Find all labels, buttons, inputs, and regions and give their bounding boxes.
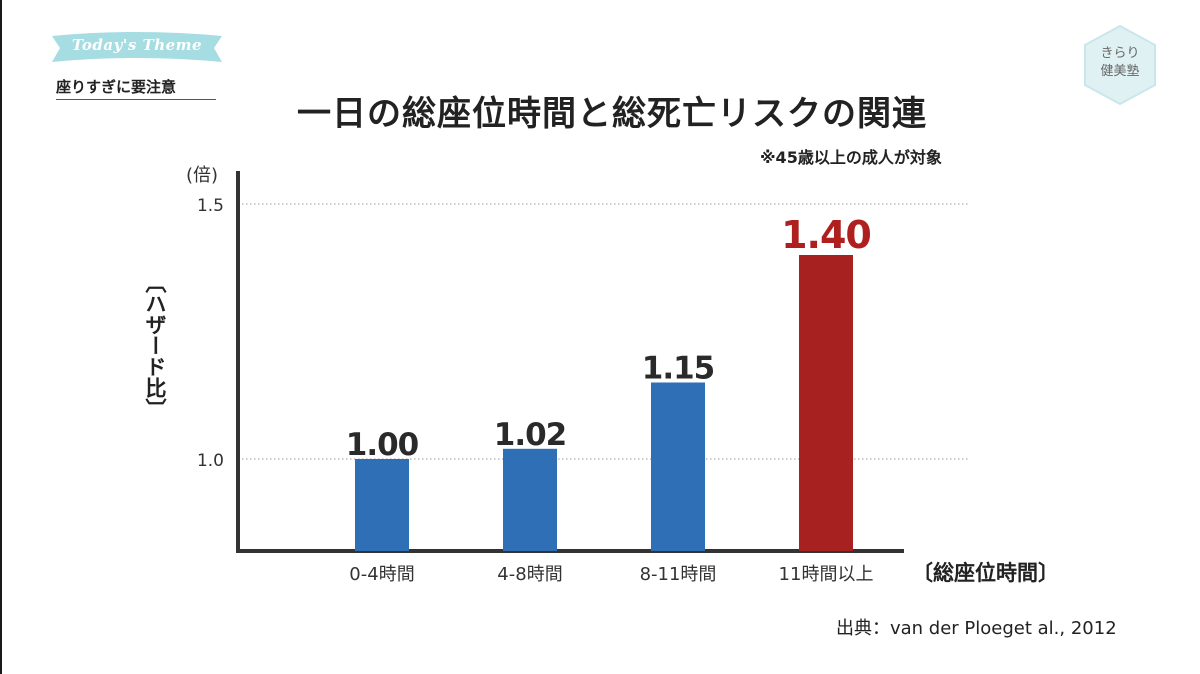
y-unit-label: (倍) <box>186 165 219 186</box>
x-category-label-0: 0-4時間 <box>349 564 414 585</box>
source-citation: 出典：van der Ploeget al., 2012 <box>836 618 1117 639</box>
x-axis-label: 〔総座位時間〕 <box>912 561 1059 585</box>
x-category-label-3: 11時間以上 <box>779 564 874 585</box>
chart-title: 一日の総座位時間と総死亡リスクの関連 <box>297 94 927 134</box>
kirari-logo: きらり 健美塾 <box>1082 24 1158 106</box>
bar-2 <box>651 382 705 551</box>
hexagon-logo-icon <box>1084 24 1156 106</box>
logo-line-2: 健美塾 <box>1100 64 1140 79</box>
badge-title: Today's Theme <box>71 36 203 54</box>
bar-value-label-2: 1.15 <box>642 351 715 387</box>
x-category-label-2: 8-11時間 <box>640 564 717 585</box>
ribbon-shape <box>52 32 222 62</box>
badge-subtitle: 座りすぎに要注意 <box>56 76 216 100</box>
bar-value-label-0: 1.00 <box>346 427 419 463</box>
bar-0 <box>355 459 409 551</box>
bar-value-label-1: 1.02 <box>494 417 567 453</box>
bar-3 <box>799 255 853 551</box>
logo-line-1: きらり <box>1100 46 1140 61</box>
y-tick-label-0: 1.0 <box>197 451 224 471</box>
today-theme-badge: Today's Theme 座りすぎに要注意 <box>48 30 226 102</box>
x-category-label-1: 4-8時間 <box>497 564 562 585</box>
bar-1 <box>503 448 557 551</box>
y-axis-label: 〔ハザード比〕 <box>143 272 167 419</box>
target-note: ※45歳以上の成人が対象 <box>760 148 942 167</box>
y-tick-label-1: 1.5 <box>197 196 224 216</box>
left-edge-line <box>0 0 2 674</box>
bar-value-label-3: 1.40 <box>781 213 871 257</box>
